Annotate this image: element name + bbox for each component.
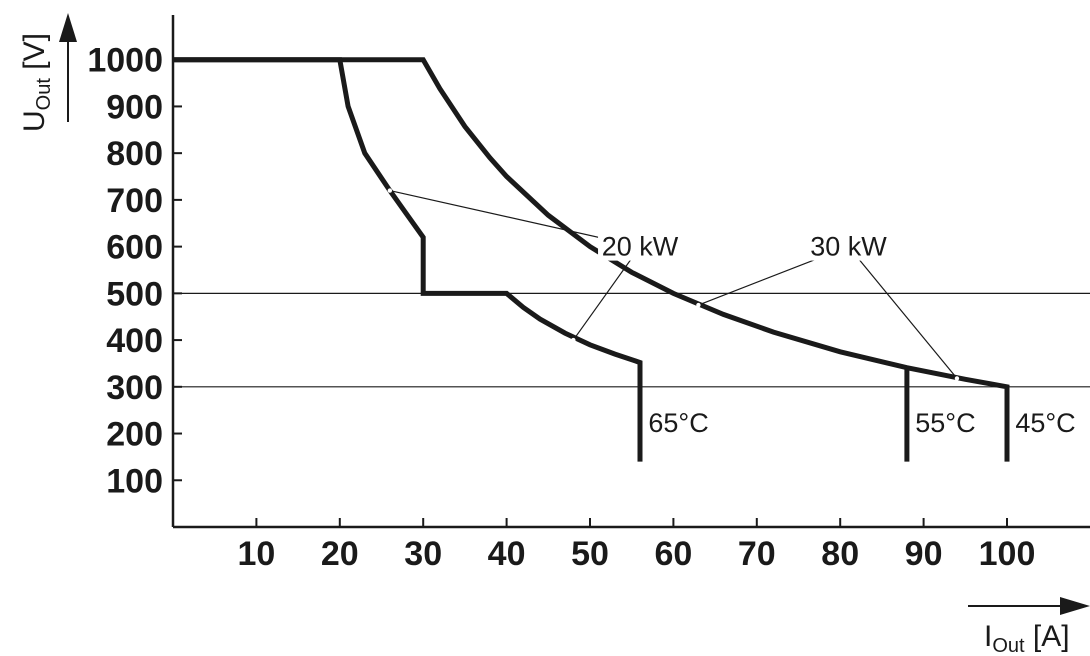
y-axis-title-group: UOut [V]	[18, 13, 77, 132]
x-tick-label: 50	[571, 535, 609, 573]
x-axis-title-sub: Out	[992, 635, 1025, 656]
y-tick-label: 100	[106, 462, 163, 500]
y-tick-label: 900	[106, 88, 163, 126]
leader-gap-mark	[571, 337, 576, 343]
y-axis-title-unit: [V]	[18, 33, 51, 78]
annotation-label: 45°C	[1015, 408, 1075, 438]
annotation-label: 30 kW	[810, 232, 887, 262]
leader-gap-mark	[387, 188, 393, 193]
leader-gap-mark	[954, 376, 960, 381]
x-tick-label: 40	[488, 535, 526, 573]
series-curve-20kw	[173, 57, 643, 462]
y-tick-label: 400	[106, 322, 163, 360]
annotation-label: 55°C	[915, 408, 975, 438]
x-tick-label: 100	[979, 535, 1036, 573]
series-curve-30kw	[173, 57, 1010, 462]
y-axis-title-sub: Out	[33, 78, 55, 111]
annotation-backdrop	[598, 226, 683, 261]
leader-line	[848, 246, 958, 379]
y-tick-label: 800	[106, 135, 163, 173]
x-tick-label: 70	[738, 535, 776, 573]
x-tick-label: 90	[905, 535, 943, 573]
y-tick-label: 500	[106, 275, 163, 313]
y-tick-label: 200	[106, 416, 163, 454]
leader-gap-mark	[696, 302, 701, 308]
annotation-label: 65°C	[648, 408, 708, 438]
annotation-label: 20 kW	[602, 232, 679, 262]
annotation-backdrop	[806, 226, 891, 261]
x-tick-label: 60	[654, 535, 692, 573]
x-tick-label: 80	[821, 535, 859, 573]
x-axis-title-group: IOut [A]	[968, 597, 1090, 656]
x-axis-title-unit: [A]	[1025, 620, 1070, 653]
x-axis-title: IOut [A]	[984, 620, 1070, 656]
y-axis-arrow-icon	[59, 13, 77, 42]
x-axis-title-main: I	[984, 620, 992, 653]
y-axis-title-main: U	[18, 110, 51, 132]
x-tick-label: 20	[321, 535, 359, 573]
y-tick-label: 600	[106, 229, 163, 267]
y-tick-label: 300	[106, 369, 163, 407]
y-tick-label: 1000	[87, 42, 163, 80]
y-tick-label: 700	[106, 182, 163, 220]
y-axis-title: UOut [V]	[18, 33, 55, 132]
leader-line	[572, 246, 641, 341]
x-axis-arrow-icon	[1060, 597, 1090, 615]
x-tick-label: 30	[404, 535, 442, 573]
x-tick-label: 10	[237, 535, 275, 573]
